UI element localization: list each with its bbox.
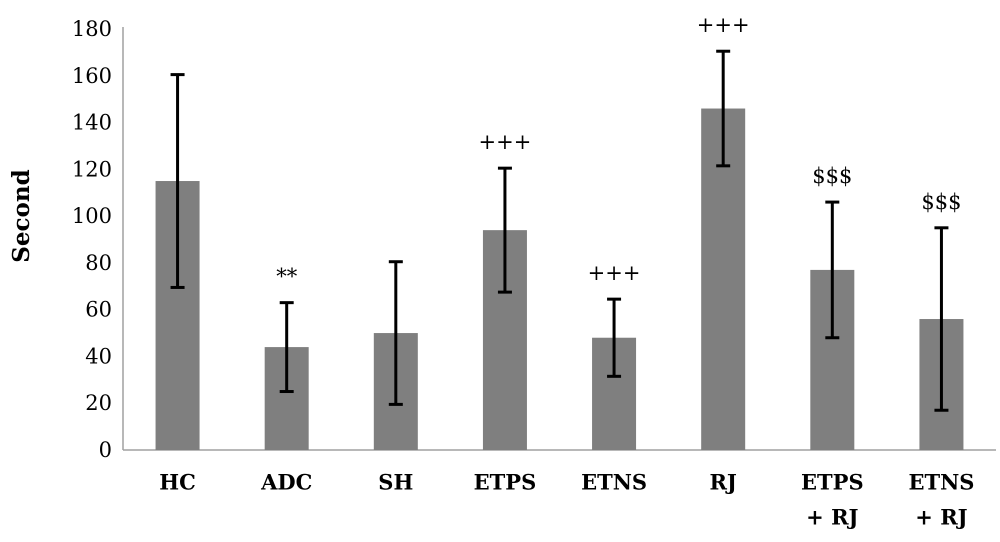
- y-tick-label: 180: [72, 17, 112, 41]
- x-tick-label: ETPS: [474, 470, 537, 495]
- x-tick-label: ETNS: [908, 470, 974, 495]
- error-bars: [170, 49, 949, 412]
- y-tick-label: 80: [85, 251, 112, 275]
- x-tick-label: ETNS: [581, 470, 647, 495]
- x-tick-label: + RJ: [915, 505, 967, 530]
- y-tick-label: 0: [99, 438, 112, 462]
- y-ticks: 0 20 40 60 80 100 120 140 160 180: [72, 17, 112, 462]
- axes: [122, 27, 996, 451]
- x-ticks: HC ADC SH ETPS ETNS RJ ETPS + RJ ETNS + RJ: [159, 470, 974, 530]
- y-tick-label: 100: [72, 204, 112, 228]
- y-tick-label: 40: [85, 344, 112, 368]
- x-tick-label: ADC: [260, 470, 312, 495]
- x-tick-label: RJ: [709, 470, 736, 495]
- y-tick-label: 140: [72, 111, 112, 135]
- significance-marker: $$$: [921, 190, 961, 214]
- significance-marker: **: [276, 265, 298, 289]
- significance-marker: +++: [588, 261, 641, 285]
- y-tick-label: 120: [72, 157, 112, 181]
- x-tick-label: SH: [378, 470, 413, 495]
- annotations: ** +++ +++ +++ $$$ $$$: [276, 13, 961, 288]
- significance-marker: +++: [479, 130, 532, 154]
- significance-marker: +++: [697, 13, 750, 37]
- significance-marker: $$$: [812, 164, 852, 188]
- y-tick-label: 60: [85, 298, 112, 322]
- x-tick-label: HC: [159, 470, 196, 495]
- x-tick-label: + RJ: [806, 505, 858, 530]
- y-tick-label: 20: [85, 391, 112, 415]
- y-axis-title: Second: [8, 169, 35, 262]
- y-tick-label: 160: [72, 64, 112, 88]
- x-tick-label: ETPS: [801, 470, 864, 495]
